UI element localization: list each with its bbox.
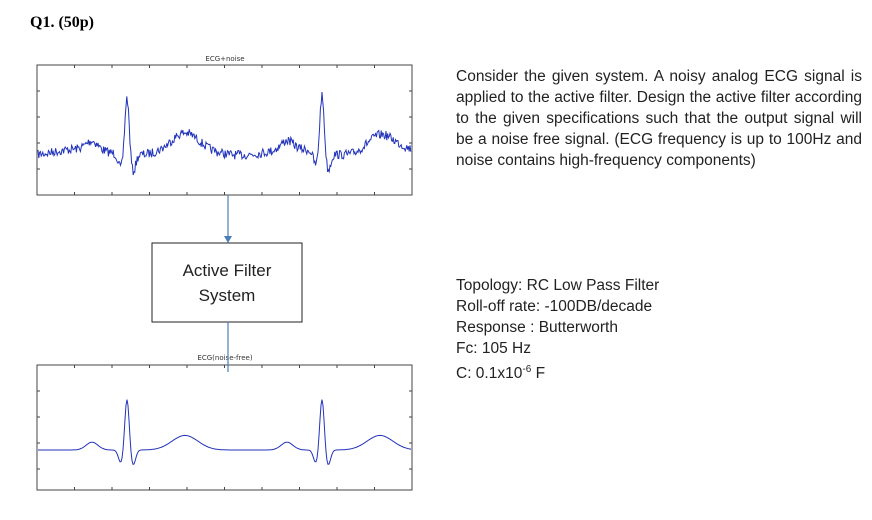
arrow-head <box>224 236 232 243</box>
spec-item: Response : Butterworth <box>456 319 618 336</box>
ecg-noise-plot: ECG+noise <box>36 55 413 196</box>
plot-title: ECG+noise <box>205 55 244 63</box>
axis-ticks <box>37 65 412 490</box>
spec-item: Fc: 105 Hz <box>456 340 531 357</box>
signal-trace <box>38 399 412 465</box>
question-title: Q1. (50p) <box>30 14 94 31</box>
spec-unit: F <box>535 365 546 383</box>
question-text: Consider the given system. A noisy analo… <box>456 68 862 169</box>
spec-text: C: 0.1x10 <box>456 365 523 383</box>
spec-item: Roll-off rate: -100DB/decade <box>456 298 653 315</box>
plot-title: ECG(noise-free) <box>197 354 252 362</box>
spec-list: Topology: RC Low Pass Filter Roll-off ra… <box>456 275 659 384</box>
plot-frame <box>36 64 413 196</box>
filter-label: Active Filter System <box>152 258 302 308</box>
spec-item: C: 0.1x10-6 F <box>456 359 659 384</box>
filter-label-line: Active Filter <box>182 261 272 280</box>
spec-exponent: -6 <box>522 364 532 375</box>
spec-item: Topology: RC Low Pass Filter <box>456 277 660 294</box>
filter-box <box>151 242 303 323</box>
ecg-clean-plot: ECG(noise-free) <box>36 354 413 491</box>
signal-trace <box>37 91 412 176</box>
filter-label-line: System <box>198 286 256 305</box>
plot-frame <box>36 364 413 491</box>
